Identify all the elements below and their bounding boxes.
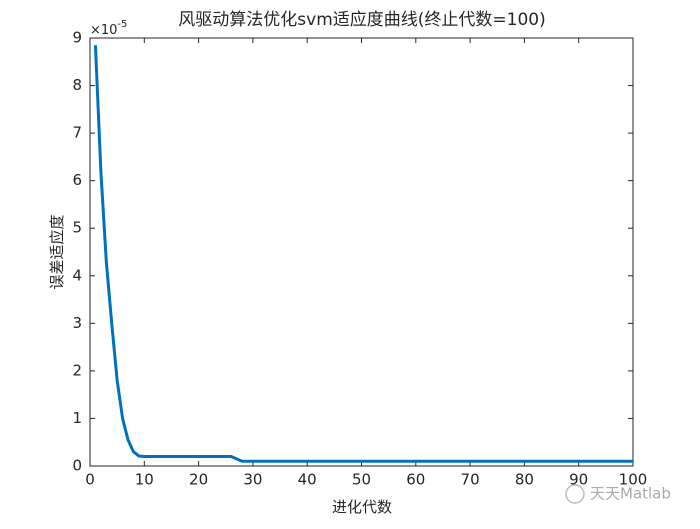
y-multiplier-exponent: -5: [117, 19, 127, 30]
x-tick-label: 90: [569, 471, 588, 489]
x-tick-label: 40: [298, 471, 317, 489]
y-tick-label: 4: [72, 266, 82, 284]
y-axis-label: 误差适应度: [48, 214, 66, 289]
y-multiplier: ×10-5: [90, 19, 127, 38]
x-tick-label: 20: [189, 471, 208, 489]
x-tick-label: 100: [619, 471, 648, 489]
y-tick-label: 6: [72, 171, 82, 189]
watermark: 天天Matlab: [590, 485, 671, 503]
y-tick-label: 3: [72, 314, 82, 332]
y-tick-label: 7: [72, 124, 82, 142]
y-tick-label: 5: [72, 219, 82, 237]
chart-title: 风驱动算法优化svm适应度曲线(终止代数=100): [178, 10, 545, 30]
y-tick-label: 9: [72, 29, 82, 47]
y-tick-label: 1: [72, 409, 82, 427]
y-tick-label: 8: [72, 76, 82, 94]
x-axis-label: 进化代数: [332, 498, 392, 516]
watermark-icon: [565, 484, 585, 504]
x-tick-label: 50: [352, 471, 371, 489]
x-tick-label: 70: [461, 471, 480, 489]
x-tick-label: 30: [243, 471, 262, 489]
x-tick-label: 0: [85, 471, 95, 489]
y-multiplier-base: ×10: [90, 23, 117, 38]
x-tick-label: 10: [135, 471, 154, 489]
y-tick-label: 2: [72, 361, 82, 379]
x-tick-label: 80: [515, 471, 534, 489]
y-tick-label: 0: [72, 457, 82, 475]
axes-box: [89, 37, 634, 467]
data-line: [93, 45, 633, 463]
x-tick-label: 60: [406, 471, 425, 489]
